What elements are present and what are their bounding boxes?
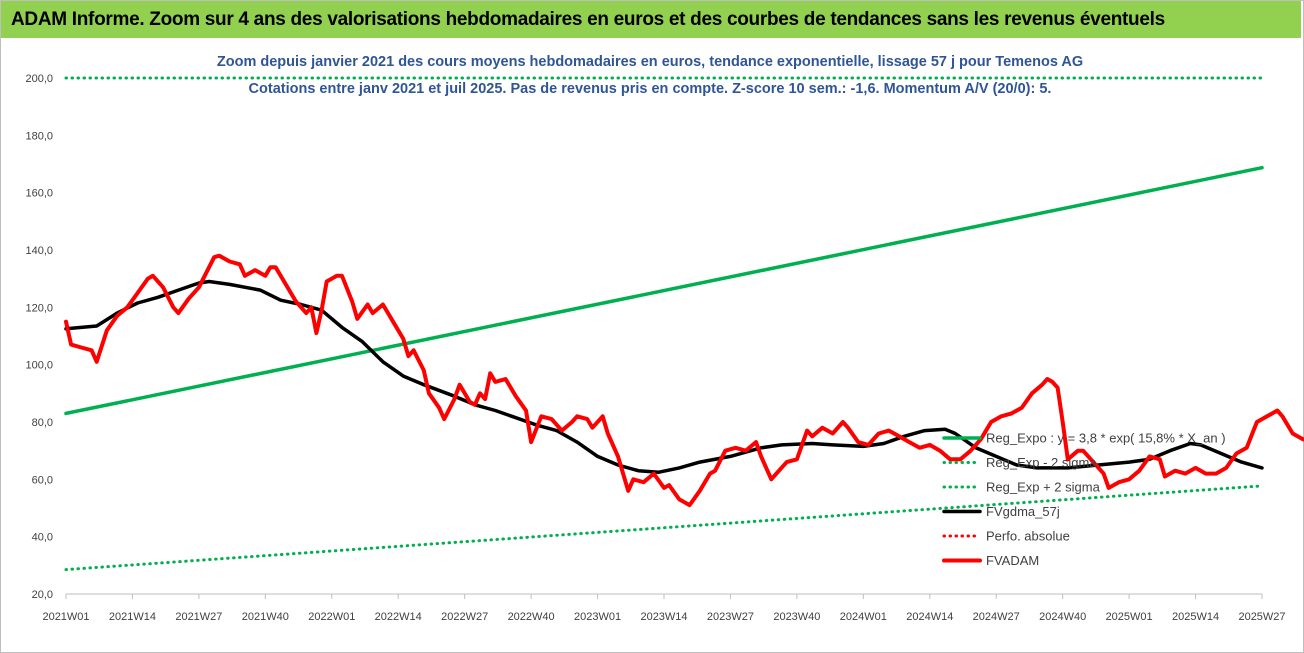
series-line-reg-exp-2-sigma (64, 484, 1264, 572)
series-line-fvgdma-57j (64, 279, 1264, 474)
legend-label: Reg_Exp + 2 sigma (986, 480, 1101, 495)
chart-title: Zoom depuis janvier 2021 des cours moyen… (217, 54, 1083, 70)
y-tick-label: 100,0 (25, 360, 53, 372)
x-tick-label: 2023W01 (574, 611, 621, 623)
x-tick-label: 2021W01 (42, 611, 89, 623)
series-line-reg-expo-y-3-8-exp-15-8-x-an (64, 165, 1264, 416)
y-tick-label: 40,0 (32, 532, 53, 544)
y-tick-label: 160,0 (25, 188, 53, 200)
y-tick-label: 80,0 (32, 417, 53, 429)
y-tick-label: 140,0 (25, 245, 53, 257)
report-title: ADAM Informe. Zoom sur 4 ans des valoris… (11, 9, 1165, 30)
legend-label: FVgdma_57j (986, 504, 1060, 519)
x-tick-label: 2024W27 (973, 611, 1020, 623)
x-tick-label: 2025W01 (1106, 611, 1153, 623)
series-line-fvadam (64, 253, 1304, 508)
x-tick-label: 2021W27 (175, 611, 222, 623)
legend-label: Reg_Expo : y = 3,8 * exp( 15,8% * X_an ) (986, 431, 1226, 446)
chart-subtitle: Cotations entre janv 2021 et juil 2025. … (249, 81, 1052, 97)
x-tick-label: 2024W40 (1039, 611, 1086, 623)
y-tick-label: 120,0 (25, 302, 53, 314)
x-tick-label: 2024W14 (906, 611, 953, 623)
x-tick-label: 2023W27 (707, 611, 754, 623)
legend-label: Perfo. absolue (986, 529, 1070, 544)
x-tick-label: 2023W40 (773, 611, 820, 623)
report-banner: ADAM Informe. Zoom sur 4 ans des valoris… (1, 1, 1301, 38)
y-tick-label: 180,0 (25, 130, 53, 142)
y-tick-label: 200,0 (25, 73, 53, 85)
legend-label: FVADAM (986, 553, 1039, 568)
x-tick-label: 2024W01 (840, 611, 887, 623)
x-tick-label: 2023W14 (640, 611, 687, 623)
x-tick-label: 2025W27 (1238, 611, 1285, 623)
x-tick-label: 2021W40 (242, 611, 289, 623)
x-tick-label: 2022W01 (308, 611, 355, 623)
x-tick-label: 2025W14 (1172, 611, 1219, 623)
y-tick-label: 20,0 (32, 589, 53, 601)
x-tick-label: 2022W27 (441, 611, 488, 623)
legend-label: Reg_Exp - 2 sigma (986, 455, 1097, 470)
x-tick-label: 2021W14 (109, 611, 156, 623)
y-tick-label: 60,0 (32, 474, 53, 486)
x-tick-label: 2022W40 (508, 611, 555, 623)
x-tick-label: 2022W14 (375, 611, 422, 623)
